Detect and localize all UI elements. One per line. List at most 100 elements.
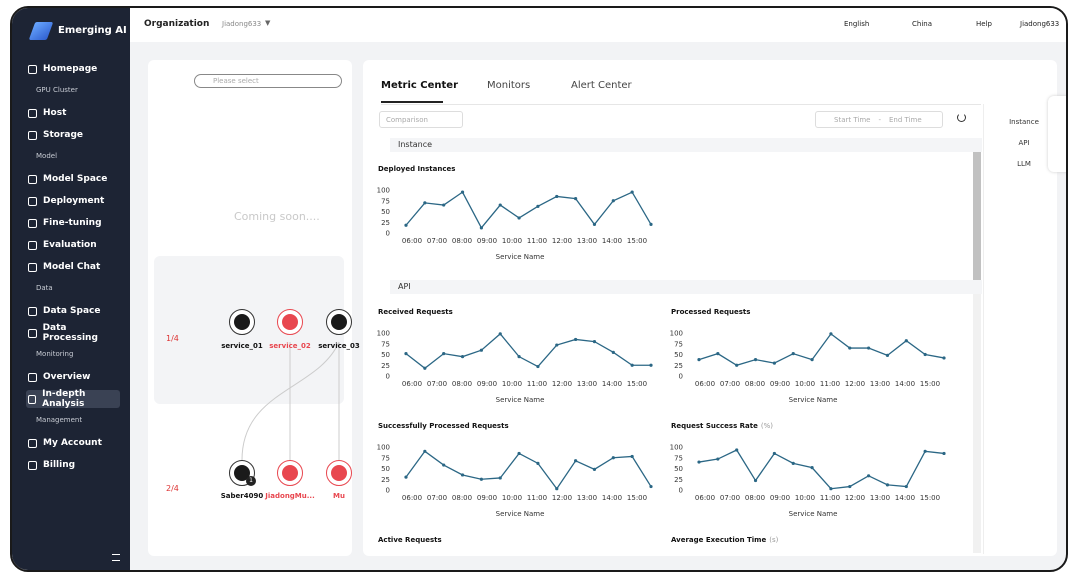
nav-item[interactable]: My Account: [26, 434, 120, 452]
nav-item[interactable]: Model Chat: [26, 258, 120, 276]
y-tick-label: 50: [381, 465, 390, 473]
tab[interactable]: Alert Center: [571, 80, 632, 91]
y-tick-label: 50: [674, 465, 683, 473]
left-panel: Please select Coming soon.... 1/4 2/4 se…: [148, 60, 360, 556]
nav-icon: [28, 196, 37, 206]
side-nav-divider: [983, 104, 984, 554]
data-point: [942, 451, 946, 456]
nav-item[interactable]: Host: [26, 104, 120, 122]
nav-item[interactable]: Data Space: [26, 302, 120, 320]
chart-title-text: Active Requests: [378, 536, 442, 544]
chart-title: Deployed Instances: [378, 165, 455, 173]
user[interactable]: Jiadong633: [1020, 20, 1060, 28]
data-point: [649, 363, 653, 367]
help[interactable]: Help: [976, 20, 992, 28]
service-node[interactable]: [277, 309, 303, 335]
chart-title-text: Received Requests: [378, 308, 453, 316]
y-tick-label: 25: [674, 362, 683, 370]
data-point: [574, 337, 578, 342]
comparison-select[interactable]: Comparison: [379, 111, 463, 128]
side-nav-item[interactable]: API: [1018, 139, 1030, 147]
org-select[interactable]: Jiadong633: [222, 20, 262, 28]
data-point: [592, 340, 597, 344]
x-tick-label: 11:00: [820, 380, 840, 388]
language[interactable]: English: [844, 20, 870, 28]
refresh[interactable]: [957, 113, 966, 122]
date-range[interactable]: Start Time - End Time: [815, 111, 943, 128]
data-point: [753, 478, 758, 483]
nav-item[interactable]: Evaluation: [26, 236, 120, 254]
nav-label: Homepage: [43, 64, 98, 74]
connector: [241, 341, 340, 461]
collapse-icon[interactable]: [112, 554, 120, 561]
nav-item[interactable]: Fine-tuning: [26, 214, 120, 232]
nav-group: Model: [36, 152, 58, 160]
node-icon: [282, 314, 298, 330]
series-line: [698, 449, 945, 490]
chart-unit: (s): [769, 536, 778, 544]
data-point: [791, 352, 795, 356]
nav-group: Management: [36, 416, 83, 424]
data-point: [810, 358, 814, 362]
data-point: [442, 203, 446, 207]
nav-item[interactable]: Billing: [26, 456, 120, 474]
x-tick-label: 06:00: [695, 380, 715, 388]
service-node[interactable]: [229, 309, 255, 335]
x-tick-label: 10:00: [502, 380, 522, 388]
data-point: [735, 363, 739, 367]
data-point: [611, 456, 615, 460]
y-tick-label: 0: [679, 487, 683, 495]
data-point: [649, 222, 653, 226]
data-point: [791, 461, 795, 465]
scrollbar[interactable]: [973, 138, 981, 553]
nav-item[interactable]: Deployment: [26, 192, 120, 210]
x-tick-label: 08:00: [745, 380, 765, 388]
nav-item[interactable]: Data Processing: [26, 323, 120, 343]
machine-node[interactable]: [229, 460, 255, 486]
data-point: [404, 223, 408, 227]
data-point: [904, 484, 908, 489]
machine-node[interactable]: [277, 460, 303, 486]
search-box[interactable]: Please select: [194, 74, 342, 88]
y-tick-label: 25: [674, 476, 683, 484]
x-tick-label: 09:00: [770, 380, 790, 388]
end-time[interactable]: End Time: [889, 116, 922, 124]
nav-label: Storage: [43, 130, 84, 140]
x-tick-label: 06:00: [695, 494, 715, 502]
side-nav-item[interactable]: Instance: [1009, 118, 1039, 126]
nav-item[interactable]: Model Space: [26, 170, 120, 188]
service-node[interactable]: [326, 309, 352, 335]
nav-item[interactable]: Overview: [26, 368, 120, 386]
data-point: [479, 348, 483, 352]
region[interactable]: China: [912, 20, 932, 28]
nav-icon: [28, 64, 37, 74]
section-header: Instance: [390, 138, 982, 152]
machine-label: Saber4090: [220, 492, 264, 500]
x-tick-label: 07:00: [720, 380, 740, 388]
x-tick-label: 06:00: [402, 494, 422, 502]
start-time[interactable]: Start Time: [834, 116, 871, 124]
nav-icon: [28, 306, 37, 316]
nav-item[interactable]: Homepage: [26, 60, 120, 78]
data-point: [517, 451, 521, 456]
tab[interactable]: Monitors: [487, 80, 531, 91]
data-point: [923, 352, 927, 357]
machine-node[interactable]: [326, 460, 352, 486]
side-nav-item[interactable]: LLM: [1017, 160, 1031, 168]
nav-icon: [28, 174, 37, 184]
chart-title-text: Deployed Instances: [378, 165, 455, 173]
nav-item[interactable]: Storage: [26, 126, 120, 144]
nav-label: Evaluation: [43, 240, 97, 250]
section-header: API: [390, 280, 982, 294]
data-point: [404, 475, 408, 479]
data-point: [498, 332, 502, 336]
y-tick-label: 75: [674, 454, 683, 462]
x-tick-label: 08:00: [745, 494, 765, 502]
tab[interactable]: Metric Center: [381, 80, 459, 91]
nav-item[interactable]: In-depth Analysis: [26, 389, 120, 409]
data-point: [479, 477, 483, 481]
data-point: [904, 339, 908, 343]
scroll-thumb[interactable]: [973, 146, 981, 286]
data-point: [716, 352, 720, 356]
